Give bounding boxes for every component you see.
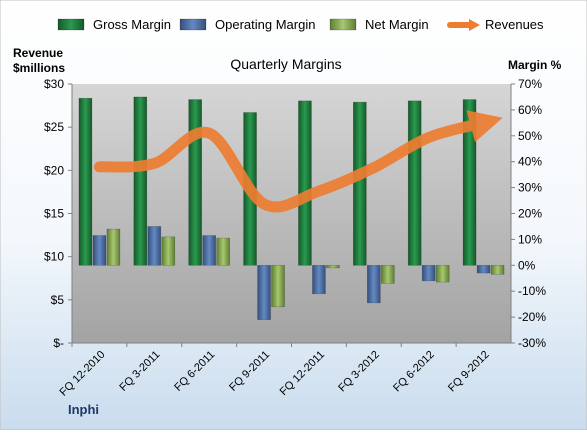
operating-margin-bar	[257, 264, 271, 320]
right-tick-label: 40%	[518, 155, 542, 169]
left-tick-label: $20	[44, 163, 64, 177]
legend-swatch	[329, 18, 357, 31]
right-tick-label: -10%	[518, 284, 546, 298]
legend: Gross Margin Operating Margin Net Margin Re…	[57, 17, 544, 32]
net-margin-bar	[381, 264, 395, 284]
net-margin-bar	[271, 264, 285, 308]
right-tick-label: 10%	[518, 232, 542, 246]
company-label: Inphi	[68, 402, 99, 417]
legend-label: Net Margin	[365, 17, 429, 32]
operating-margin-bar	[312, 264, 326, 295]
left-tick-label: $25	[44, 120, 64, 134]
left-tick-label: $-	[53, 336, 64, 350]
net-margin-bar	[490, 264, 505, 275]
right-axis-label: Margin %	[508, 58, 562, 72]
revenues-line	[93, 110, 503, 213]
left-tick-label: $15	[44, 207, 64, 221]
chart-title: Quarterly Margins	[230, 56, 341, 72]
legend-swatch	[179, 18, 207, 31]
operating-margin-bar	[367, 264, 381, 304]
right-tick-label: 60%	[518, 103, 542, 117]
gross-margin-bar	[78, 97, 93, 266]
left-tick-label: $5	[51, 293, 65, 307]
operating-margin-bar	[202, 235, 216, 266]
net-margin-bar	[435, 264, 450, 283]
revenue-line-group	[93, 110, 503, 213]
gross-margin-bar	[353, 101, 367, 266]
right-tick-label: 20%	[518, 207, 542, 221]
left-axis-label-line1: Revenue	[13, 46, 63, 60]
right-tick-label: -20%	[518, 310, 546, 324]
operating-margin-bar	[421, 264, 436, 282]
operating-margin-bar	[147, 226, 162, 266]
operating-margin-bar	[92, 235, 107, 266]
net-margin-bar	[216, 237, 230, 266]
legend-arrow	[469, 19, 480, 31]
net-margin-bar	[161, 236, 176, 266]
right-tick-label: 0%	[518, 258, 536, 272]
right-tick-label: -30%	[518, 336, 546, 350]
gross-margin-bar	[407, 100, 422, 266]
right-tick-label: 70%	[518, 77, 542, 91]
net-margin-bar	[326, 264, 340, 269]
gross-margin-bar	[133, 96, 148, 266]
left-tick-label: $30	[44, 77, 64, 91]
net-margin-bar	[106, 228, 121, 266]
right-tick-label: 30%	[518, 181, 542, 195]
operating-margin-bar	[476, 264, 491, 274]
gross-margin-bar	[298, 100, 312, 266]
left-axis-label-line2: $millions	[13, 61, 65, 75]
gross-margin-bar	[188, 99, 202, 266]
legend-label: Operating Margin	[215, 17, 315, 32]
legend-swatch	[57, 18, 85, 31]
right-tick-label: 50%	[518, 129, 542, 143]
legend-label: Gross Margin	[93, 17, 171, 32]
legend-label: Revenues	[485, 17, 544, 32]
left-tick-label: $10	[44, 250, 64, 264]
